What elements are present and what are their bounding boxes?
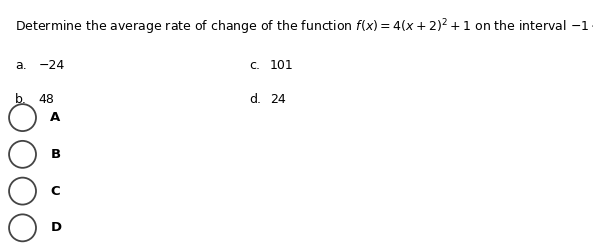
Text: 24: 24 [270, 93, 286, 106]
Text: Determine the average rate of change of the function $f(x) = 4(x+2)^{2}+1$ on th: Determine the average rate of change of … [15, 17, 593, 37]
Text: B: B [50, 148, 60, 161]
Text: b.: b. [15, 93, 27, 106]
Text: A: A [50, 111, 60, 124]
Text: a.: a. [15, 59, 27, 72]
Text: c.: c. [249, 59, 260, 72]
Text: −24: −24 [39, 59, 65, 72]
Text: 101: 101 [270, 59, 294, 72]
Text: 48: 48 [39, 93, 55, 106]
Text: C: C [50, 184, 60, 198]
Text: d.: d. [249, 93, 261, 106]
Text: D: D [50, 221, 62, 234]
